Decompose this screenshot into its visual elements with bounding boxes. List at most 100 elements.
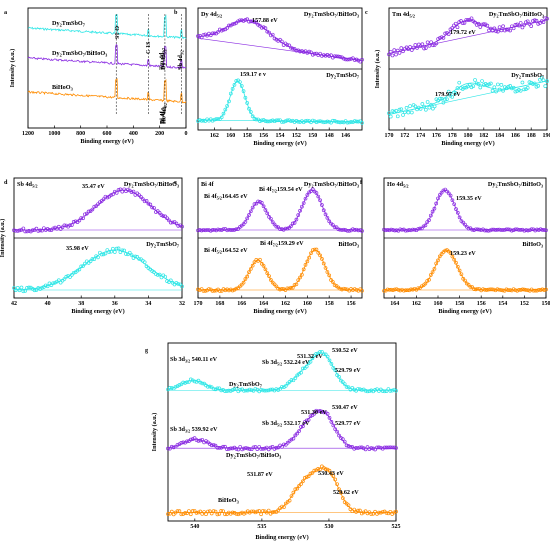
y-axis-label: Intensity (a.u.)	[151, 413, 158, 452]
x-tick-label: 170	[385, 133, 394, 139]
data-point	[285, 381, 290, 386]
data-point	[424, 107, 428, 112]
data-point	[247, 387, 252, 392]
peak-label: Bi 4f5/2164.52 eV	[204, 247, 248, 255]
data-point	[243, 220, 248, 224]
data-point	[461, 276, 466, 281]
data-point	[492, 26, 497, 31]
data-point	[118, 187, 123, 192]
data-point	[464, 224, 469, 229]
data-point	[529, 227, 534, 232]
data-point	[327, 358, 332, 363]
data-point	[173, 384, 178, 389]
x-tick-label: 156	[477, 301, 486, 307]
data-point	[375, 445, 379, 450]
x-tick-label: 34	[145, 301, 151, 307]
data-point	[535, 288, 539, 293]
data-point	[384, 389, 389, 393]
data-point	[301, 201, 306, 205]
data-point	[325, 53, 330, 57]
data-point	[531, 227, 536, 232]
data-point	[167, 218, 171, 223]
peak-label: 530.52 eV	[332, 347, 358, 354]
data-point	[455, 210, 460, 215]
fit-line	[198, 249, 362, 291]
data-point	[187, 380, 191, 384]
data-point	[450, 254, 455, 259]
data-point	[392, 48, 397, 52]
data-point	[226, 388, 231, 393]
data-point	[365, 511, 370, 516]
data-point	[265, 119, 270, 124]
peak-label: 529.62 eV	[333, 489, 359, 496]
x-tick-label: 186	[511, 133, 520, 139]
peak-label: 35.47 eV	[82, 183, 105, 190]
x-tick-label: 158	[325, 301, 334, 307]
data-point	[361, 387, 366, 392]
data-point	[484, 228, 489, 233]
data-point	[325, 467, 330, 472]
data-point	[520, 25, 525, 30]
data-point	[251, 445, 256, 450]
x-axis-label: Binding energy (eV)	[441, 140, 494, 147]
x-tick-label: 530	[324, 524, 333, 530]
data-point	[394, 108, 398, 113]
data-point	[390, 53, 395, 58]
data-point	[217, 386, 222, 391]
data-point	[502, 288, 507, 293]
data-point	[386, 511, 391, 516]
data-point	[310, 356, 315, 361]
data-point	[238, 511, 243, 516]
baseline	[197, 119, 363, 123]
data-point	[504, 227, 509, 232]
data-point	[292, 221, 297, 225]
peak-label: 179.72 eV	[450, 29, 476, 36]
data-point	[437, 193, 442, 197]
x-tick-label: 200	[155, 131, 164, 137]
data-point	[388, 114, 393, 119]
data-point	[487, 82, 491, 87]
data-point	[166, 387, 170, 392]
data-point	[247, 270, 251, 274]
x-tick-label: 800	[76, 131, 85, 137]
data-point	[293, 433, 298, 438]
fit-line	[197, 80, 362, 123]
data-point	[206, 509, 210, 514]
x-tick-label: 40	[45, 301, 51, 307]
x-tick-label: 176	[432, 133, 441, 139]
data-point	[203, 289, 208, 293]
data-point	[497, 25, 502, 30]
data-point	[491, 287, 496, 292]
data-point	[399, 46, 404, 50]
data-point	[399, 107, 404, 112]
x-axis-label: Binding energy (eV)	[255, 534, 308, 541]
data-point	[509, 228, 514, 233]
data-point	[227, 288, 231, 293]
data-point	[452, 202, 457, 207]
x-tick-label: 160	[226, 133, 235, 139]
panel-label-a: a	[4, 9, 7, 16]
data-point	[295, 373, 300, 378]
annotation: Sb 4d5/2	[177, 50, 184, 70]
annotation: C 1S	[145, 41, 152, 54]
data-point	[140, 197, 145, 201]
data-point	[345, 228, 350, 233]
x-tick-label: 154	[498, 301, 507, 307]
data-point	[139, 195, 143, 199]
data-point	[325, 270, 330, 274]
data-point	[443, 97, 448, 102]
x-tick-label: 166	[237, 301, 246, 307]
data-point	[365, 445, 370, 449]
data-point	[443, 187, 448, 192]
data-point	[240, 387, 244, 392]
data-point	[188, 512, 193, 517]
data-point	[459, 86, 463, 91]
data-point	[298, 120, 302, 124]
data-point	[535, 227, 539, 232]
spectrum-Dy2TmSbO7	[166, 349, 398, 394]
data-point	[358, 387, 362, 392]
data-point	[292, 283, 297, 287]
spectrum-Dy2TmSbO7/BiHoO3	[12, 187, 184, 234]
data-point	[254, 201, 259, 206]
data-point	[501, 24, 505, 29]
